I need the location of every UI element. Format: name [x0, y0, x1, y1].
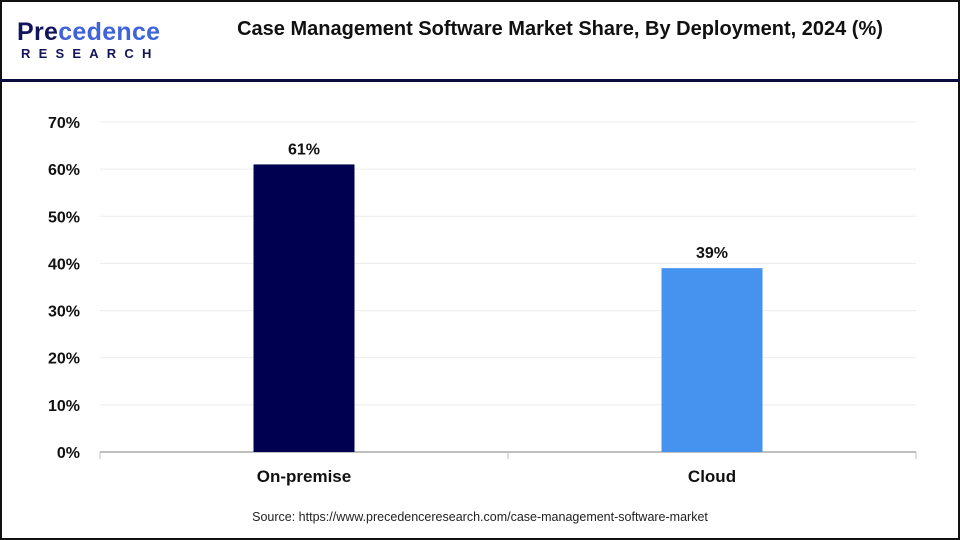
y-tick-label: 20%: [48, 351, 80, 368]
header-divider: [0, 79, 960, 82]
bar-cloud: [661, 268, 763, 452]
y-tick-label: 70%: [48, 115, 80, 132]
y-tick-label: 60%: [48, 162, 80, 179]
data-label: 61%: [288, 141, 320, 158]
y-tick-label: 30%: [48, 304, 80, 321]
x-tick-label: Cloud: [688, 467, 736, 486]
bar-on-premise: [253, 164, 355, 452]
logo-subtitle: RESEARCH: [21, 46, 160, 61]
y-tick-label: 10%: [48, 398, 80, 415]
x-tick-label: On-premise: [257, 467, 351, 486]
logo-wordmark: Precedence: [17, 18, 161, 46]
y-tick-label: 0%: [57, 445, 80, 462]
y-tick-label: 40%: [48, 256, 80, 273]
chart-title: Case Management Software Market Share, B…: [237, 18, 883, 40]
precedence-research-logo: Precedence RESEARCH: [17, 18, 167, 62]
y-tick-label: 50%: [48, 209, 80, 226]
data-label: 39%: [696, 245, 728, 262]
source-note: Source: https://www.precedenceresearch.c…: [252, 510, 708, 524]
